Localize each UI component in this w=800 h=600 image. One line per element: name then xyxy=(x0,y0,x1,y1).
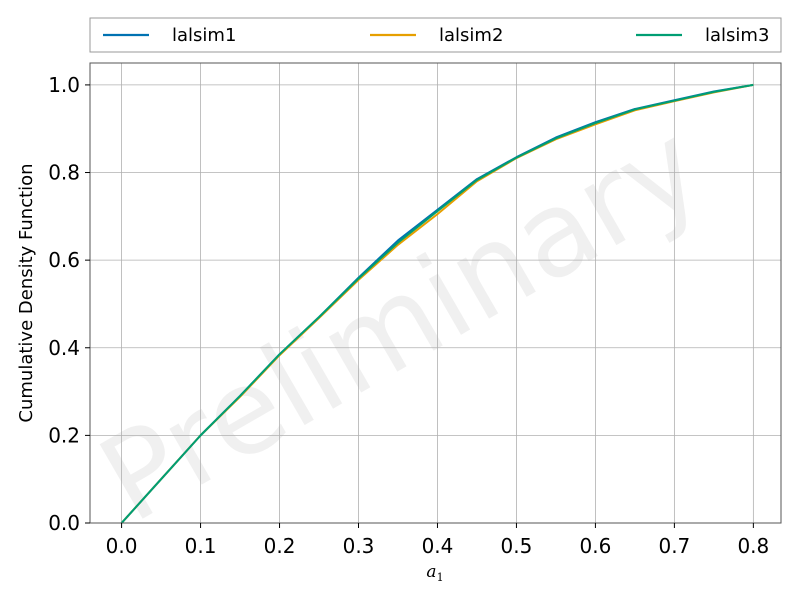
y-axis: 0.0 0.2 0.4 0.6 0.8 1.0 xyxy=(48,73,90,535)
x-tick-label: 0.3 xyxy=(343,534,375,558)
x-tick-label: 0.0 xyxy=(106,534,138,558)
x-tick-label: 0.4 xyxy=(422,534,454,558)
y-tick-label: 0.2 xyxy=(48,423,80,447)
x-tick-label: 0.1 xyxy=(185,534,217,558)
legend: lalsim1 lalsim2 lalsim3 xyxy=(89,17,782,53)
watermark-text: Preliminary xyxy=(78,96,724,549)
legend-label-lalsim1: lalsim1 xyxy=(172,25,236,46)
y-tick-label: 0.8 xyxy=(48,161,80,185)
x-axis-label-subscript: 1 xyxy=(437,571,444,584)
x-tick-label: 0.2 xyxy=(264,534,296,558)
y-tick-label: 0.6 xyxy=(48,248,80,272)
legend-label-lalsim2: lalsim2 xyxy=(439,25,503,46)
plot-frame xyxy=(89,62,782,524)
legend-label-lalsim3: lalsim3 xyxy=(705,25,769,46)
x-tick-label: 0.7 xyxy=(658,534,690,558)
series-line-lalsim3 xyxy=(120,83,754,524)
y-axis-label: Cumulative Density Function xyxy=(16,163,37,422)
y-tick-label: 0.4 xyxy=(48,336,80,360)
y-tick-label: 1.0 xyxy=(48,73,80,97)
y-tick-label: 0.0 xyxy=(48,511,80,535)
series-layer xyxy=(120,83,754,524)
x-axis: 0.0 0.1 0.2 0.3 0.4 0.5 0.6 0.7 0.8 xyxy=(106,523,769,558)
x-tick-label: 0.5 xyxy=(501,534,533,558)
x-tick-label: 0.8 xyxy=(737,534,769,558)
x-tick-label: 0.6 xyxy=(580,534,612,558)
x-axis-label-main: a xyxy=(426,562,436,582)
x-axis-label: a1 xyxy=(426,562,443,584)
